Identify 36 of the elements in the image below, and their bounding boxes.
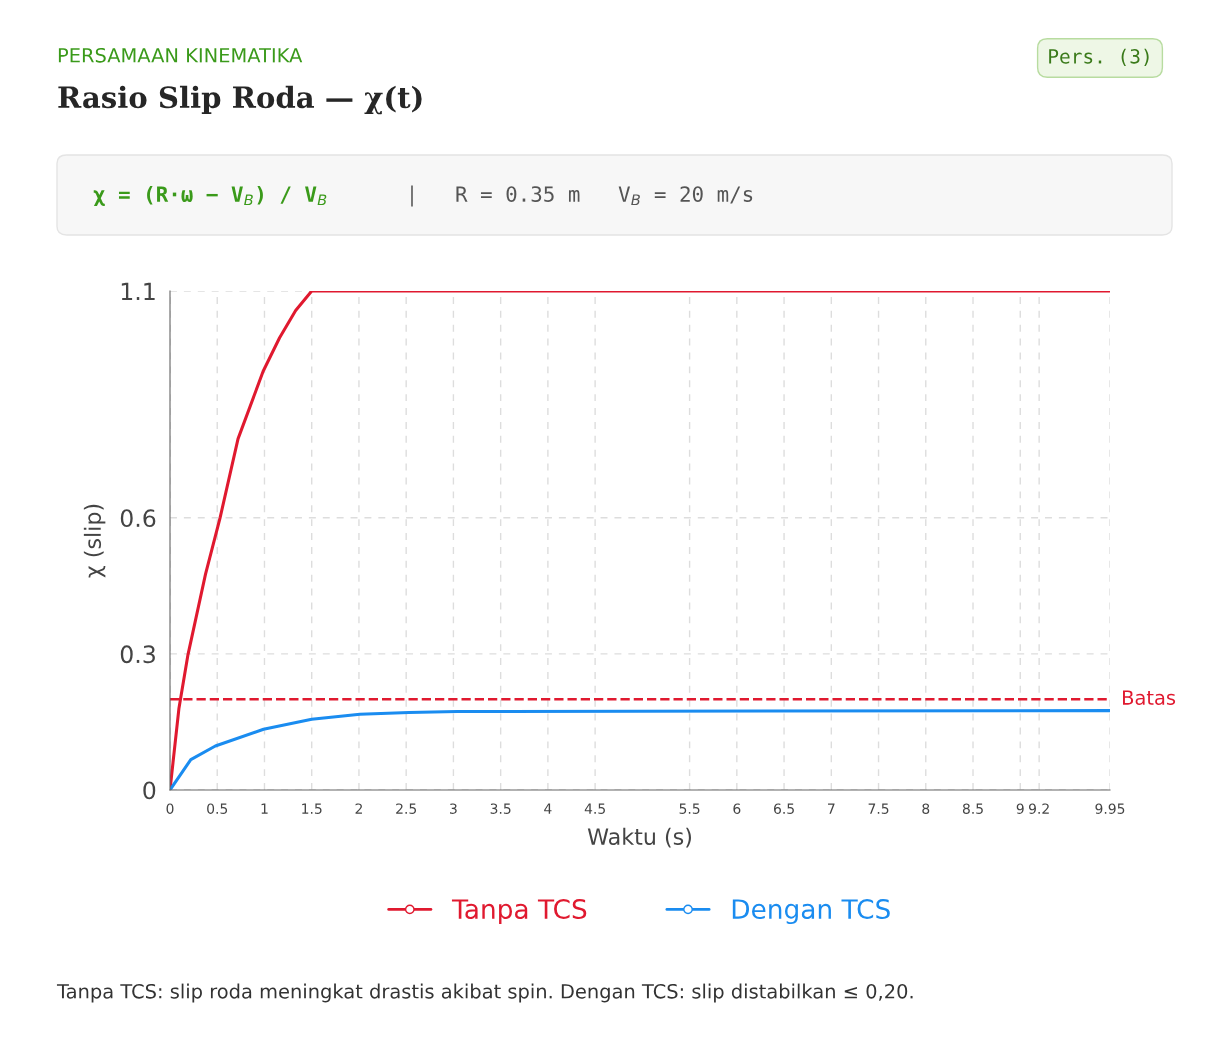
x-tick-label: 6 — [733, 803, 741, 814]
text: Tanpa TCS: slip roda meningkat drastis akibat spin. Dengan TCS: slip distabilkan ≤ 0,20. — [56, 983, 913, 1003]
x-tick-label: 3.5 — [490, 803, 511, 814]
x-tick-label: 4.5 — [584, 803, 605, 814]
y-tick-label: 0.6 — [120, 509, 156, 528]
text: Pers. (3) — [1049, 48, 1149, 66]
y-axis-title: χ (slip) — [83, 504, 106, 578]
text: | — [411, 185, 413, 207]
x-tick-label: 2 — [355, 803, 362, 814]
x-tick-label: 8.5 — [962, 803, 983, 814]
legend-label: Tanpa TCS — [451, 899, 587, 925]
x-tick-label: 9.2 — [1028, 803, 1049, 814]
x-tick-label: 6.5 — [774, 803, 794, 814]
text: R = 0.35 m V$_{B}$ = 20 m/s — [456, 186, 753, 206]
x-tick-label: 1.5 — [302, 803, 322, 814]
x-tick-label: 2.5 — [396, 803, 417, 814]
x-tick-label: 0 — [166, 803, 174, 814]
x-tick-label: 5.5 — [679, 803, 700, 814]
x-tick-label: 9.95 — [1095, 803, 1125, 814]
x-tick-label: 9 — [1016, 803, 1024, 814]
x-tick-label: 7.5 — [868, 803, 889, 814]
text: χ = (R·ω − V$_{B}$) / V$_{B}$ — [93, 185, 327, 207]
chart-subtitle: PERSAMAAN KINEMATIKA — [58, 47, 303, 63]
x-axis-title: Waktu (s) — [587, 827, 691, 848]
legend-label: Dengan TCS — [732, 899, 890, 925]
x-tick-label: 1 — [261, 803, 268, 814]
x-tick-label: 7 — [828, 803, 835, 814]
x-tick-label: 8 — [922, 803, 930, 814]
x-tick-label: 0.5 — [207, 803, 228, 814]
x-tick-label: 3 — [450, 803, 457, 814]
x-tick-label: 4 — [544, 803, 552, 814]
y-tick-label: 0.3 — [120, 645, 155, 664]
chart-title: Rasio Slip Roda — χ(t) — [58, 85, 422, 115]
ref-line-label: Batas — [1123, 690, 1176, 705]
y-tick-label: 1.1 — [121, 282, 155, 300]
y-tick-label: 0 — [143, 781, 156, 800]
